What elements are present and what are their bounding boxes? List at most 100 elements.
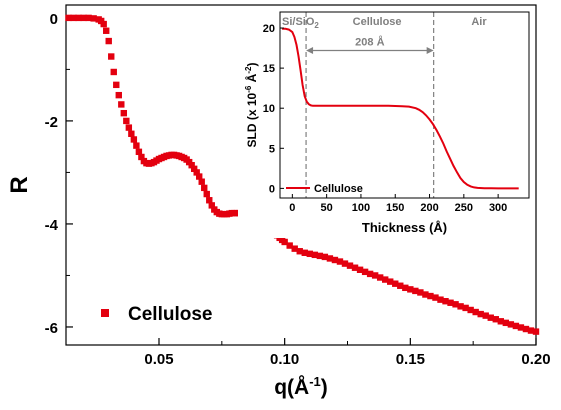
data-point bbox=[316, 252, 324, 260]
data-point bbox=[326, 255, 334, 262]
data-point bbox=[402, 284, 409, 292]
data-point bbox=[110, 68, 117, 76]
data-point bbox=[507, 321, 515, 328]
data-point bbox=[331, 256, 339, 264]
data-point bbox=[130, 136, 138, 143]
data-point bbox=[527, 327, 535, 334]
data-point bbox=[467, 306, 474, 314]
data-point bbox=[100, 20, 107, 28]
data-point bbox=[90, 15, 97, 22]
data-point bbox=[407, 286, 414, 293]
data-point bbox=[123, 117, 130, 125]
data-point bbox=[477, 310, 484, 318]
data-point bbox=[432, 294, 439, 301]
main-y-tick-label: 0 bbox=[50, 11, 58, 28]
data-point bbox=[138, 153, 145, 161]
data-point bbox=[522, 325, 530, 333]
data-point bbox=[427, 292, 434, 300]
inset-x-tick-label: 0 bbox=[289, 202, 295, 214]
data-point bbox=[437, 296, 444, 303]
inset-x-tick-label: 250 bbox=[455, 202, 473, 214]
data-point bbox=[492, 316, 499, 323]
data-point bbox=[412, 287, 419, 295]
data-point bbox=[387, 278, 394, 285]
data-point bbox=[447, 299, 454, 306]
data-point bbox=[442, 298, 449, 305]
inset-legend-label: Cellulose bbox=[314, 183, 363, 195]
data-point bbox=[115, 91, 122, 99]
data-point bbox=[198, 178, 205, 185]
inset-y-tick-label: 10 bbox=[263, 103, 275, 115]
data-point bbox=[190, 165, 198, 173]
data-point bbox=[321, 253, 329, 261]
data-point bbox=[113, 81, 120, 89]
data-point bbox=[306, 250, 313, 258]
main-legend-marker bbox=[101, 309, 109, 317]
data-point bbox=[311, 251, 319, 259]
inset-y-axis: 0 5 10 15 20 bbox=[263, 23, 284, 195]
data-point bbox=[120, 109, 128, 117]
data-point bbox=[532, 328, 540, 335]
thickness-arrow-head-left bbox=[306, 46, 314, 54]
main-y-tick-label: -6 bbox=[45, 320, 58, 337]
data-point bbox=[291, 245, 298, 252]
inset-y-tick-label: 0 bbox=[269, 183, 275, 195]
data-point bbox=[105, 37, 112, 45]
main-legend: Cellulose bbox=[101, 304, 212, 325]
thickness-label: 208 Å bbox=[355, 35, 384, 48]
inset-series-cellulose bbox=[282, 27, 519, 190]
data-point bbox=[336, 258, 344, 265]
data-point bbox=[103, 27, 110, 34]
data-point bbox=[517, 324, 525, 331]
inset-y-tick-label: 5 bbox=[269, 143, 275, 155]
data-point bbox=[296, 248, 303, 255]
data-point bbox=[125, 124, 133, 131]
inset-x-tick-label: 200 bbox=[420, 202, 438, 214]
data-point bbox=[487, 314, 494, 321]
main-x-tick-label: 0.05 bbox=[144, 351, 173, 368]
data-point bbox=[397, 282, 404, 289]
data-point bbox=[452, 301, 459, 308]
data-point bbox=[206, 197, 213, 204]
inset-y-tick-label: 20 bbox=[263, 23, 275, 35]
main-y-tick-label: -2 bbox=[45, 114, 58, 131]
inset-background bbox=[238, 6, 534, 238]
region-label: Air bbox=[471, 16, 487, 28]
inset-layer-boundaries bbox=[305, 12, 435, 198]
inset-region-labels: Si/SiO2 Cellulose Air bbox=[282, 16, 487, 30]
data-point bbox=[417, 289, 424, 296]
main-x-tick-label: 0.10 bbox=[270, 351, 299, 368]
data-point bbox=[356, 266, 364, 273]
main-chart: 0.05 0.10 0.15 0.20 0 -2 -4 -6 q(Å-1) R Cellul… bbox=[6, 4, 551, 399]
data-point bbox=[341, 260, 349, 267]
data-point bbox=[422, 291, 429, 298]
data-point bbox=[472, 308, 479, 316]
main-x-tick-label: 0.15 bbox=[396, 351, 425, 368]
data-point bbox=[301, 249, 308, 256]
data-point bbox=[502, 319, 510, 327]
main-y-axis-label: R bbox=[6, 176, 33, 193]
inset-x-tick-label: 100 bbox=[352, 202, 370, 214]
data-point bbox=[361, 268, 369, 276]
region-label: Cellulose bbox=[353, 16, 402, 28]
data-point bbox=[512, 322, 520, 330]
inset-y-tick-label: 15 bbox=[263, 63, 275, 75]
inset-x-axis: 0 50 100 150 200 250 300 bbox=[289, 194, 507, 214]
data-point bbox=[70, 14, 77, 22]
data-point bbox=[80, 14, 87, 22]
data-point bbox=[135, 148, 143, 156]
data-point bbox=[351, 264, 359, 271]
main-plot-frame bbox=[65, 4, 537, 346]
inset-legend: Cellulose bbox=[286, 183, 363, 195]
data-point bbox=[203, 190, 210, 198]
main-y-axis: 0 -2 -4 -6 bbox=[45, 11, 73, 337]
data-point bbox=[133, 142, 140, 149]
main-x-axis: 0.05 0.10 0.15 0.20 bbox=[144, 338, 551, 368]
data-point bbox=[85, 14, 92, 22]
data-point bbox=[462, 304, 469, 312]
data-point bbox=[118, 101, 125, 108]
inset-x-tick-label: 300 bbox=[489, 202, 507, 214]
main-x-axis-label: q(Å-1) bbox=[274, 374, 328, 399]
inset-plot-frame bbox=[279, 11, 530, 199]
